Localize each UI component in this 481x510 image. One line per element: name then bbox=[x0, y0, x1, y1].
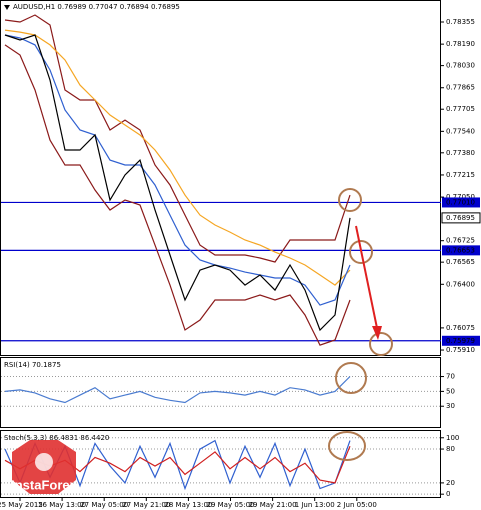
rsi-panel bbox=[0, 357, 441, 428]
series-line bbox=[4, 14, 351, 263]
level-box bbox=[442, 197, 480, 208]
y-tick-label: 0.76725 bbox=[446, 237, 475, 245]
level-label: 0.77010 bbox=[446, 198, 475, 206]
panel-title: RSI(14) 70.1875 bbox=[4, 361, 61, 369]
y-tick-label: 0.76565 bbox=[446, 258, 475, 266]
y-tick-label: 0.77865 bbox=[446, 84, 475, 92]
level-label: 0.75979 bbox=[446, 337, 475, 345]
y-tick-label: 0.78355 bbox=[446, 18, 475, 26]
series-line bbox=[4, 29, 351, 286]
circle bbox=[349, 240, 373, 264]
logo-mark bbox=[35, 453, 53, 471]
symbol-marker bbox=[4, 5, 10, 10]
y-tick-label: 0.77215 bbox=[446, 171, 475, 179]
series-line bbox=[4, 44, 351, 346]
y-tick-label: 0.77705 bbox=[446, 105, 475, 113]
x-tick-label: 2 Jun 05:00 bbox=[337, 501, 377, 509]
y-tick-label: 20 bbox=[446, 479, 455, 487]
x-tick-label: 29 May 21:00 bbox=[249, 501, 297, 509]
circle bbox=[328, 431, 366, 461]
y-tick-label: 0.76075 bbox=[446, 324, 475, 332]
x-tick-label: 1 Jun 13:00 bbox=[295, 501, 335, 509]
arrow-head bbox=[372, 326, 382, 340]
x-tick-label: 25 May 2015 bbox=[0, 501, 43, 509]
level-label: 0.76653 bbox=[446, 246, 475, 254]
x-tick-label: 26 May 13:00 bbox=[38, 501, 86, 509]
y-tick-label: 0.77540 bbox=[446, 127, 475, 135]
y-tick-label: 100 bbox=[446, 434, 459, 442]
watermark: InstaForex bbox=[11, 440, 78, 494]
arrow bbox=[355, 225, 378, 329]
x-tick-label: 27 May 05:00 bbox=[80, 501, 128, 509]
level-box bbox=[442, 245, 480, 256]
y-tick-label: 0.76400 bbox=[446, 280, 475, 288]
y-tick-label: 30 bbox=[446, 402, 455, 410]
panel-title: Stoch(5,3,3) 86.4831 86.4420 bbox=[4, 434, 109, 442]
y-tick-label: 0.75910 bbox=[446, 346, 475, 354]
y-tick-label: 50 bbox=[446, 387, 455, 395]
y-tick-label: 80 bbox=[446, 445, 455, 453]
series-line bbox=[4, 376, 351, 404]
y-tick-label: 0.78030 bbox=[446, 62, 475, 70]
circle bbox=[335, 362, 367, 394]
x-tick-label: 29 May 05:00 bbox=[206, 501, 254, 509]
series-line bbox=[4, 34, 351, 306]
x-tick-label: 27 May 21:00 bbox=[122, 501, 170, 509]
last-price-label: 0.76895 bbox=[446, 214, 475, 222]
stoch-panel bbox=[0, 430, 441, 498]
y-tick-label: 0.77380 bbox=[446, 149, 475, 157]
x-tick-label: 28 May 13:00 bbox=[164, 501, 212, 509]
last-price-box bbox=[441, 212, 481, 224]
annotations bbox=[328, 188, 393, 461]
circle bbox=[338, 188, 362, 212]
circle bbox=[369, 332, 393, 356]
panel-title: AUDUSD,H1 0.76989 0.77047 0.76894 0.7689… bbox=[13, 3, 180, 11]
price-panel bbox=[0, 0, 441, 356]
watermark-text: InstaForex bbox=[11, 477, 78, 492]
y-tick-label: 70 bbox=[446, 373, 455, 381]
level-box bbox=[442, 335, 480, 346]
y-tick-label: 0.78190 bbox=[446, 40, 475, 48]
series-line bbox=[4, 34, 351, 332]
y-tick-label: 0 bbox=[446, 490, 450, 498]
y-tick-label: 0.77050 bbox=[446, 193, 475, 201]
